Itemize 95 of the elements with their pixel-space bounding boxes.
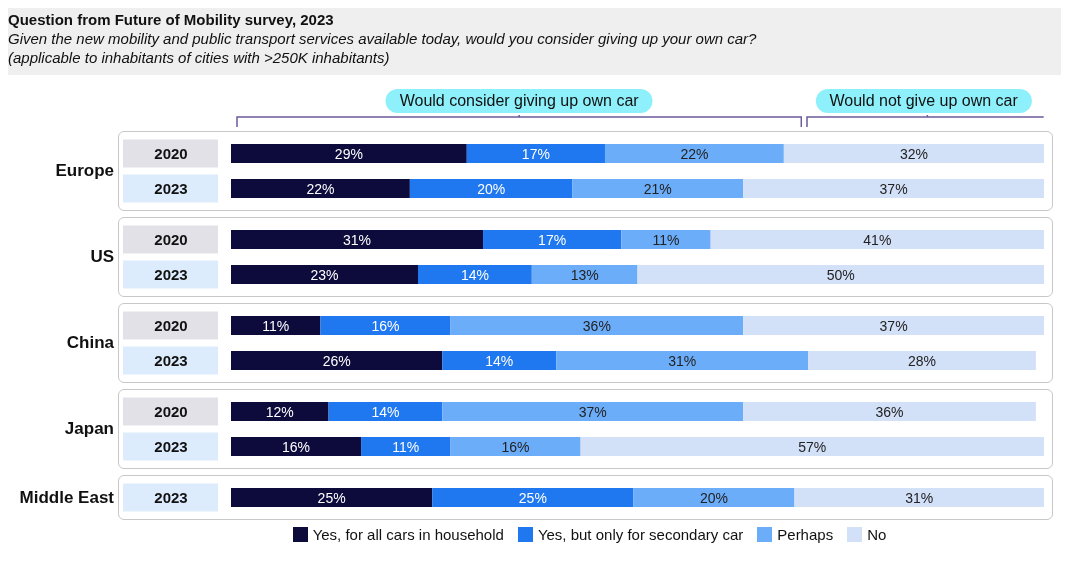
bar <box>466 144 605 163</box>
bar <box>231 265 418 284</box>
text: Question from Future of Mobility survey, 2023 <box>8 10 335 29</box>
data-label: 20% <box>699 489 728 506</box>
bar <box>231 402 329 421</box>
bar <box>442 351 557 370</box>
data-label: 22% <box>680 145 709 162</box>
data-label: 21% <box>643 180 672 197</box>
y-tick-label: 2023 <box>154 351 188 369</box>
bar <box>808 351 1036 370</box>
data-label: 25% <box>317 489 346 506</box>
bar <box>450 316 744 335</box>
y-tick-label: 2020 <box>154 230 188 248</box>
text: Would consider giving up own car <box>385 89 653 113</box>
text: Europe <box>54 161 115 181</box>
legend-label: No <box>867 526 887 543</box>
data-label: 11% <box>392 438 420 455</box>
data-label: 16% <box>371 317 400 334</box>
bar <box>328 402 443 421</box>
bar <box>231 144 467 163</box>
data-label: 14% <box>371 403 400 420</box>
text: Japan <box>63 419 115 439</box>
data-label: 50% <box>826 266 855 283</box>
bar <box>231 179 410 198</box>
data-label: 12% <box>265 403 294 420</box>
bar <box>604 144 784 163</box>
bar <box>231 351 443 370</box>
bar <box>450 437 581 456</box>
bar <box>483 230 622 249</box>
data-label: 13% <box>570 266 599 283</box>
y-tick-label: 2023 <box>154 265 188 283</box>
text: Would not give up own car <box>815 89 1032 113</box>
bar <box>231 230 484 249</box>
data-label: 11% <box>652 231 680 248</box>
bar <box>783 144 1044 163</box>
bar <box>231 488 433 507</box>
bar <box>361 437 451 456</box>
data-label: 17% <box>538 231 567 248</box>
data-label: 36% <box>875 403 904 420</box>
data-label: 14% <box>460 266 489 283</box>
data-label: 20% <box>477 180 506 197</box>
data-label: 22% <box>306 180 335 197</box>
bar <box>743 402 1036 421</box>
bar <box>432 488 634 507</box>
text: Middle East <box>18 487 115 508</box>
bar <box>637 265 1044 284</box>
data-label: 31% <box>668 352 697 369</box>
bar <box>710 230 1044 249</box>
y-tick-label: 2020 <box>154 144 188 162</box>
bar <box>320 316 451 335</box>
data-label: 37% <box>879 317 908 334</box>
bar <box>231 437 362 456</box>
bar <box>442 402 744 421</box>
data-label: 36% <box>582 317 611 334</box>
bar <box>531 265 638 284</box>
data-label: 16% <box>282 438 311 455</box>
legend-label: Yes, for all cars in household <box>312 526 504 543</box>
y-tick-label: 2023 <box>154 488 188 506</box>
bar <box>580 437 1044 456</box>
legend-label: Perhaps <box>777 526 834 543</box>
bar <box>409 179 573 198</box>
bar <box>621 230 711 249</box>
y-tick-label: 2023 <box>154 179 188 197</box>
data-label: 57% <box>798 438 827 455</box>
bar <box>231 316 321 335</box>
text: (applicable to inhabitants of cities with >250K inhabitants) <box>8 48 391 67</box>
bar <box>794 488 1044 507</box>
data-label: 23% <box>310 266 339 283</box>
data-label: 28% <box>908 352 937 369</box>
data-label: 41% <box>863 231 892 248</box>
data-label: 37% <box>578 403 607 420</box>
data-label: 11% <box>262 317 290 334</box>
y-tick-label: 2020 <box>154 402 188 420</box>
bar <box>556 351 809 370</box>
y-tick-label: 2023 <box>154 437 188 455</box>
data-label: 29% <box>334 145 363 162</box>
bar <box>633 488 795 507</box>
legend-label: Yes, but only for secondary car <box>537 526 744 543</box>
text: Given the new mobility and public transport services available today, would you consider giving up your own car? <box>8 29 758 48</box>
data-label: 31% <box>905 489 934 506</box>
y-tick-label: 2020 <box>154 316 188 334</box>
text: China <box>65 333 115 353</box>
data-label: 32% <box>899 145 928 162</box>
text: US <box>89 247 115 267</box>
data-label: 37% <box>879 180 908 197</box>
bar <box>572 179 744 198</box>
data-label: 25% <box>518 489 547 506</box>
data-label: 17% <box>521 145 550 162</box>
bar <box>417 265 532 284</box>
data-label: 14% <box>485 352 514 369</box>
data-label: 16% <box>501 438 530 455</box>
data-label: 26% <box>322 352 351 369</box>
bar <box>743 179 1044 198</box>
data-label: 31% <box>343 231 372 248</box>
bar <box>743 316 1044 335</box>
